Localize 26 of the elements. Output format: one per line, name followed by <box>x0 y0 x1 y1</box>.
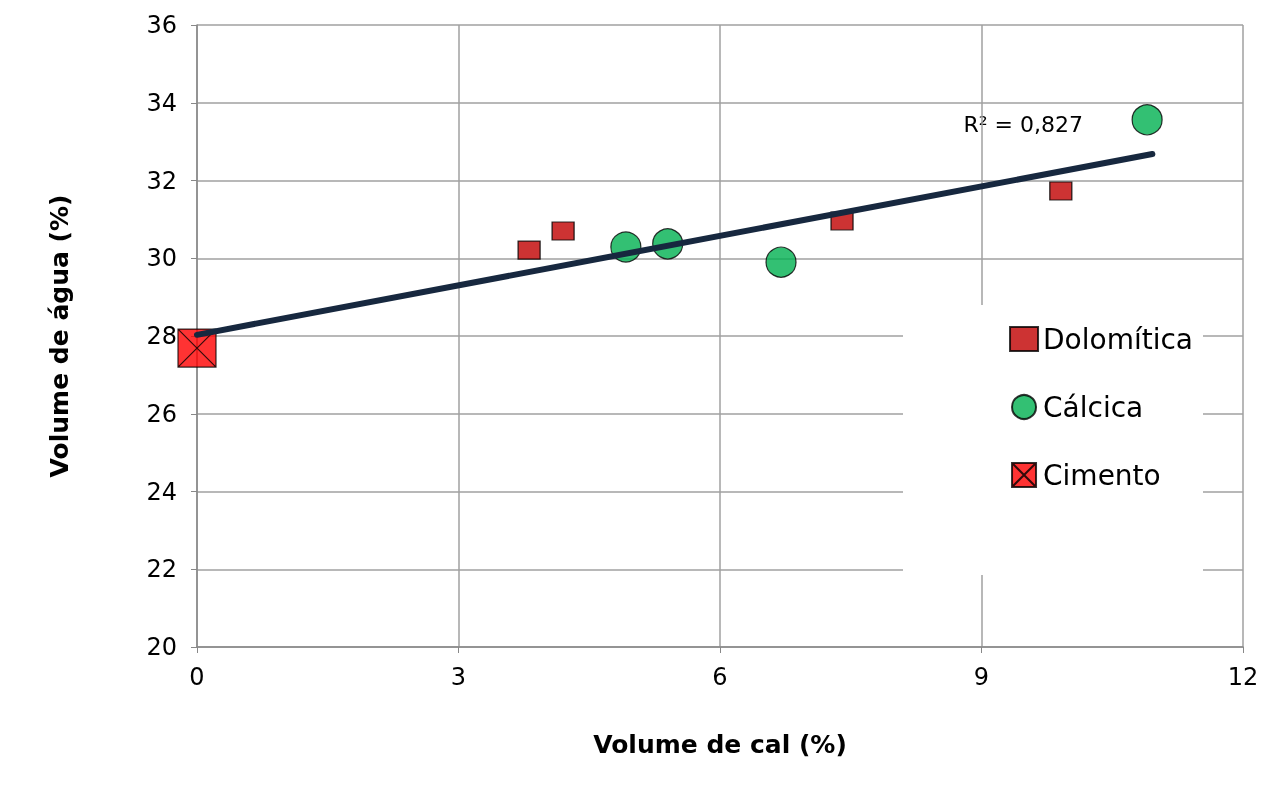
annotation: R² = 0,827 <box>963 111 1084 137</box>
point <box>1131 104 1163 136</box>
point <box>551 221 575 241</box>
legend-label: Cálcica <box>1043 390 1144 424</box>
y-tick-label: 34 <box>146 88 177 117</box>
y-tick-label: 32 <box>146 166 177 195</box>
y-tick-label: 20 <box>146 633 177 661</box>
point <box>177 328 217 368</box>
x-tick-label: 9 <box>973 663 990 691</box>
y-tick-label: 22 <box>146 555 177 584</box>
x-tick-label: 12 <box>1227 663 1259 691</box>
y-tick-label: 30 <box>146 244 177 273</box>
x-tick-label: 6 <box>712 663 728 691</box>
x-axis-title: Volume de cal (%) <box>593 730 847 759</box>
y-tick-label: 26 <box>146 399 177 428</box>
x-tick-label: 0 <box>189 663 205 691</box>
point <box>1049 181 1073 201</box>
y-tick-label: 24 <box>146 477 177 506</box>
point <box>517 240 541 260</box>
legend-label: Dolomítica <box>1043 322 1193 356</box>
x-tick-label: 3 <box>450 663 467 691</box>
y-tick-label: 36 <box>146 11 177 39</box>
legend-label: Cimento <box>1043 458 1161 492</box>
y-axis-title: Volume de água (%) <box>45 194 74 478</box>
y-tick-label: 28 <box>146 322 177 350</box>
point <box>765 246 797 278</box>
